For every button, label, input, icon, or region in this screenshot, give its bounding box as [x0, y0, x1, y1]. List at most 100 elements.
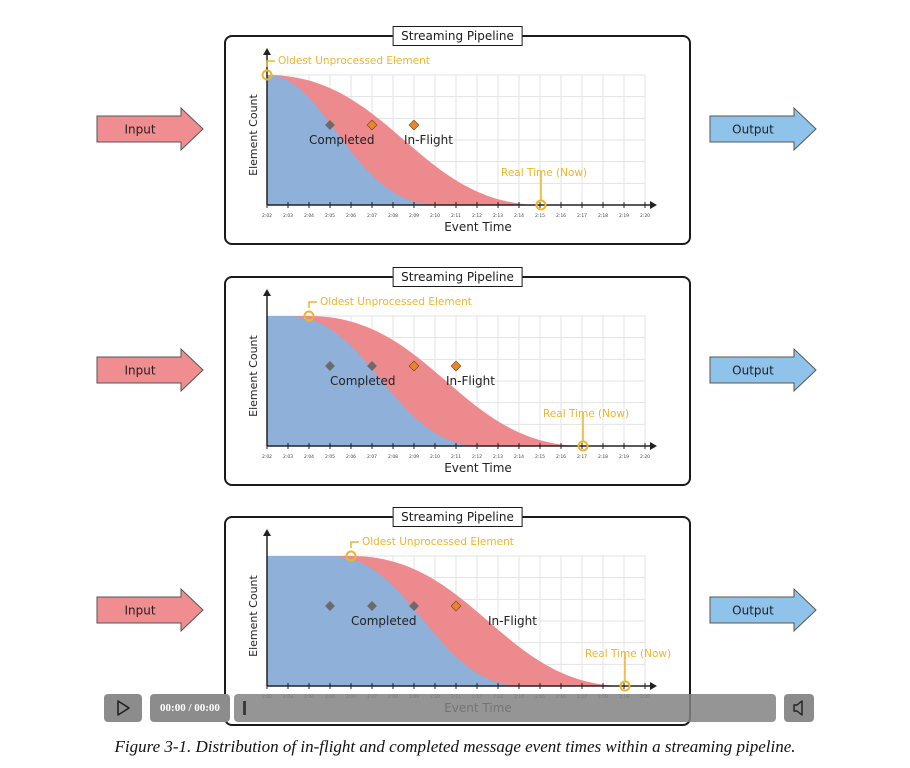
x-axis-arrowhead [650, 442, 657, 450]
output-arrow-shape [709, 587, 817, 633]
x-tick-label: 2:07 [367, 454, 377, 460]
x-tick-label: 2:06 [346, 454, 356, 460]
input-arrow: Input [96, 106, 204, 152]
x-tick-label: 2:03 [283, 213, 293, 219]
x-tick-label: 2:05 [325, 213, 335, 219]
output-arrow-label: Output [732, 604, 774, 618]
input-arrow-shape [96, 106, 204, 152]
completed-marker [409, 601, 419, 611]
input-arrow-label: Input [124, 123, 155, 137]
x-tick-label: 2:06 [346, 213, 356, 219]
input-arrow-shape [96, 347, 204, 393]
chart-3: 2:022:032:042:052:062:072:082:092:102:11… [247, 529, 671, 715]
completed-area [267, 316, 479, 446]
x-axis-label: Event Time [444, 220, 512, 234]
play-button[interactable] [104, 694, 142, 722]
completed-marker [367, 361, 377, 371]
x-tick-label: 2:02 [262, 213, 272, 219]
x-tick-label: 2:19 [619, 213, 629, 219]
x-tick-label: 2:17 [577, 454, 587, 460]
input-arrow: Input [96, 347, 204, 393]
x-tick-label: 2:04 [304, 213, 314, 219]
inflight-marker [366, 119, 378, 131]
x-tick-label: 2:07 [367, 213, 377, 219]
x-tick-label: 2:08 [388, 213, 398, 219]
progress-bar[interactable] [234, 694, 776, 722]
output-arrow-label: Output [732, 364, 774, 378]
x-tick-label: 2:16 [556, 213, 566, 219]
realtime-label: Real Time (Now) [585, 648, 671, 660]
output-arrow-shape [709, 347, 817, 393]
oldest-marker [345, 550, 357, 562]
x-tick-label: 2:02 [262, 454, 272, 460]
x-tick-label: 2:03 [283, 454, 293, 460]
x-tick-label: 2:14 [514, 454, 524, 460]
x-tick-label: 2:08 [388, 454, 398, 460]
y-axis-arrowhead [263, 529, 271, 536]
x-axis-arrowhead [650, 682, 657, 690]
output-arrow: Output [709, 106, 817, 152]
y-axis-label: Element Count [247, 334, 260, 416]
x-axis-arrowhead [650, 201, 657, 209]
x-axis-label: Event Time [444, 461, 512, 475]
realtime-marker [619, 680, 631, 692]
x-tick-label: 2:12 [472, 213, 482, 219]
inflight-marker [408, 119, 420, 131]
oldest-leader [308, 301, 317, 308]
completed-marker [325, 601, 335, 611]
x-tick-label: 2:14 [514, 213, 524, 219]
completed-label: Completed [351, 614, 416, 628]
y-axis-label: Element Count [247, 574, 260, 656]
x-tick-label: 2:15 [535, 454, 545, 460]
x-tick-label: 2:20 [640, 454, 650, 460]
x-tick-label: 2:18 [598, 213, 608, 219]
x-tick-label: 2:18 [598, 454, 608, 460]
volume-icon [793, 700, 803, 716]
x-tick-label: 2:09 [409, 454, 419, 460]
panel-title: Streaming Pipeline [392, 507, 523, 527]
x-tick-label: 2:19 [619, 454, 629, 460]
completed-label: Completed [309, 133, 374, 147]
input-arrow-label: Input [124, 364, 155, 378]
inflight-label: In-Flight [404, 133, 453, 147]
realtime-marker [535, 199, 547, 211]
chart-1: 2:02 2:03 2:04 2:05 2:06 2:07 2:08 2:09 2:10 2:11… [247, 48, 657, 234]
oldest-label: Oldest Unprocessed Element [278, 55, 430, 67]
x-tick-label: 2:15 [535, 213, 545, 219]
oldest-label: Oldest Unprocessed Element [320, 296, 472, 308]
x-tick-label: 2:13 [493, 213, 503, 219]
output-arrow-shape [709, 106, 817, 152]
completed-marker [325, 361, 335, 371]
x-tick-label: 2:05 [325, 454, 335, 460]
x-tick-label: 2:20 [640, 213, 650, 219]
oldest-marker [261, 69, 273, 81]
realtime-label: Real Time (Now) [543, 408, 629, 420]
x-tick-label: 2:12 [472, 454, 482, 460]
video-controls: 00:00 / 00:00 [104, 694, 814, 722]
input-arrow-label: Input [124, 604, 155, 618]
output-arrow: Output [709, 347, 817, 393]
y-axis-label: Element Count [247, 93, 260, 175]
x-tick-label: 2:10 [430, 213, 440, 219]
x-tick-label: 2:13 [493, 454, 503, 460]
oldest-leader [266, 60, 275, 67]
x-tick-label: 2:04 [304, 454, 314, 460]
x-tick-label: 2:16 [556, 454, 566, 460]
x-tick-label: 2:11 [451, 454, 461, 460]
inflight-marker [408, 360, 420, 372]
time-display: 00:00 / 00:00 [150, 694, 230, 722]
y-axis-arrowhead [263, 48, 271, 55]
x-tick-label: 2:17 [577, 213, 587, 219]
input-arrow: Input [96, 587, 204, 633]
volume-button[interactable] [784, 694, 814, 722]
input-arrow-shape [96, 587, 204, 633]
completed-marker [367, 601, 377, 611]
realtime-marker [577, 440, 589, 452]
oldest-label: Oldest Unprocessed Element [362, 536, 514, 548]
output-arrow-label: Output [732, 123, 774, 137]
play-icon [117, 700, 130, 716]
completed-area [267, 75, 437, 205]
chart-2: 2:02 2:03 2:04 2:05 2:06 2:07 2:08 2:09 2:10 2:11… [247, 289, 657, 475]
progress-handle[interactable] [243, 701, 246, 715]
